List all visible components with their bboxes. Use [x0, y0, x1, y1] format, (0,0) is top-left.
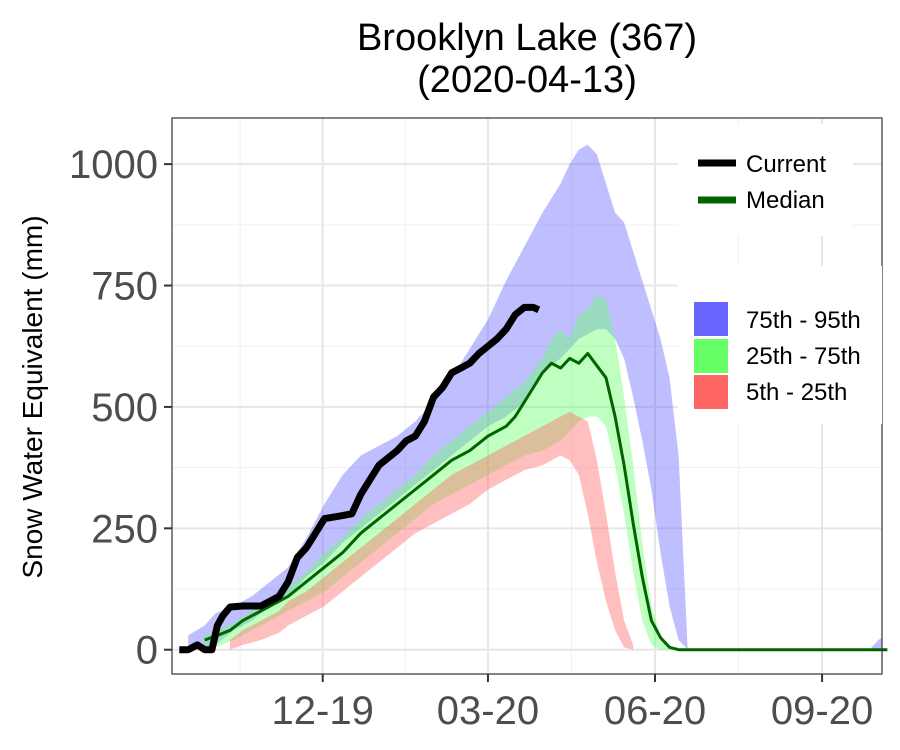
- series-line-median: [204, 352, 888, 652]
- legend-5-25-label: 5th - 25th: [746, 379, 847, 406]
- x-axis-ticks: 12-19 03-20 06-20 09-20: [272, 674, 873, 733]
- chart-subtitle: (2020-04-13): [417, 59, 637, 101]
- y-tick-label: 0: [136, 629, 158, 673]
- band-5th-25th: [230, 411, 634, 650]
- band-75th-95th: [188, 144, 883, 650]
- legend-current-label: Current: [746, 151, 826, 178]
- percentile-bands: [188, 144, 883, 650]
- legend-25-75-label: 25th - 75th: [746, 343, 861, 370]
- y-tick-label: 750: [91, 265, 158, 309]
- legend-75-95-label: 75th - 95th: [746, 307, 861, 334]
- series-lines: [179, 303, 888, 654]
- band-25th-75th: [204, 295, 688, 650]
- legend-median-label: Median: [746, 187, 825, 214]
- x-tick-label: 09-20: [771, 689, 873, 733]
- x-tick-label: 12-19: [272, 689, 374, 733]
- x-tick-label: 06-20: [604, 689, 706, 733]
- y-tick-label: 500: [91, 386, 158, 430]
- y-axis-ticks: 0 250 500 750 1000: [69, 143, 172, 673]
- chart-title: Brooklyn Lake (367): [357, 17, 697, 59]
- legend-lines-box: [678, 124, 853, 236]
- legend-75-95-swatch: [694, 302, 728, 336]
- legend-lines: Current Median: [678, 124, 853, 236]
- y-axis-label: Snow Water Equivalent (mm): [17, 215, 48, 578]
- legend-bands: 75th - 95th 25th - 75th 5th - 25th: [678, 266, 882, 424]
- series-line-current: [179, 303, 541, 654]
- y-tick-label: 1000: [69, 143, 158, 187]
- legend-5-25-swatch: [694, 375, 728, 409]
- y-tick-label: 250: [91, 507, 158, 551]
- legend-25-75-swatch: [694, 339, 728, 373]
- x-tick-label: 03-20: [437, 689, 539, 733]
